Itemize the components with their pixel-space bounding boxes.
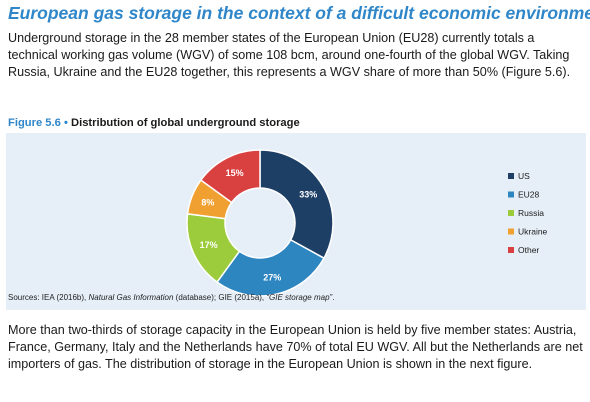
sources-prefix: Sources: IEA (2016b), — [8, 293, 89, 302]
data-label-eu28: 27% — [263, 273, 281, 283]
figure-title: Distribution of global underground stora… — [71, 117, 300, 129]
donut-slice-other — [199, 149, 261, 204]
sources-middle: (database); GIE (2015a), — [173, 293, 267, 302]
legend-label-other: Other — [518, 245, 539, 255]
legend-swatch-us — [508, 173, 514, 179]
donut-slice-eu28 — [216, 238, 325, 297]
legend-swatch-eu28 — [508, 191, 514, 198]
legend-swatch-ukraine — [508, 228, 514, 235]
intro-paragraph: Underground storage in the 28 member sta… — [8, 31, 571, 79]
figure-separator: • — [63, 117, 68, 129]
data-label-russia: 17% — [200, 240, 218, 250]
data-label-ukraine: 8% — [201, 197, 214, 207]
data-label-other: 15% — [226, 168, 244, 178]
legend-label-ukraine: Ukraine — [518, 227, 548, 237]
figure-number: Figure 5.6 — [8, 117, 61, 129]
section-heading: European gas storage in the context of a… — [8, 3, 590, 23]
data-label-us: 33% — [299, 189, 317, 199]
sources-database-title: Natural Gas Information — [88, 293, 174, 302]
donut-slice-us — [259, 149, 334, 260]
legend-swatch-russia — [508, 210, 514, 216]
legend-swatch-other — [508, 247, 514, 253]
figure-panel: 33% 27% 17% 8% 15% US EU28 Russia Ukraine Other — [6, 133, 586, 310]
sources-end: . — [332, 293, 335, 302]
figure-caption: Figure 5.6 • Distribution of global unde… — [8, 117, 300, 129]
figure-sources: Sources: IEA (2016b), Natural Gas Inform… — [8, 293, 334, 302]
legend-label-us: US — [518, 171, 530, 181]
legend-label-russia: Russia — [518, 208, 544, 218]
body-paragraph: More than two-thirds of storage capacity… — [8, 323, 583, 371]
legend-label-eu28: EU28 — [518, 190, 540, 200]
sources-map-title: “GIE storage map” — [266, 293, 333, 302]
donut-chart: 33% 27% 17% 8% 15% US EU28 Russia Ukraine Other — [186, 149, 548, 297]
